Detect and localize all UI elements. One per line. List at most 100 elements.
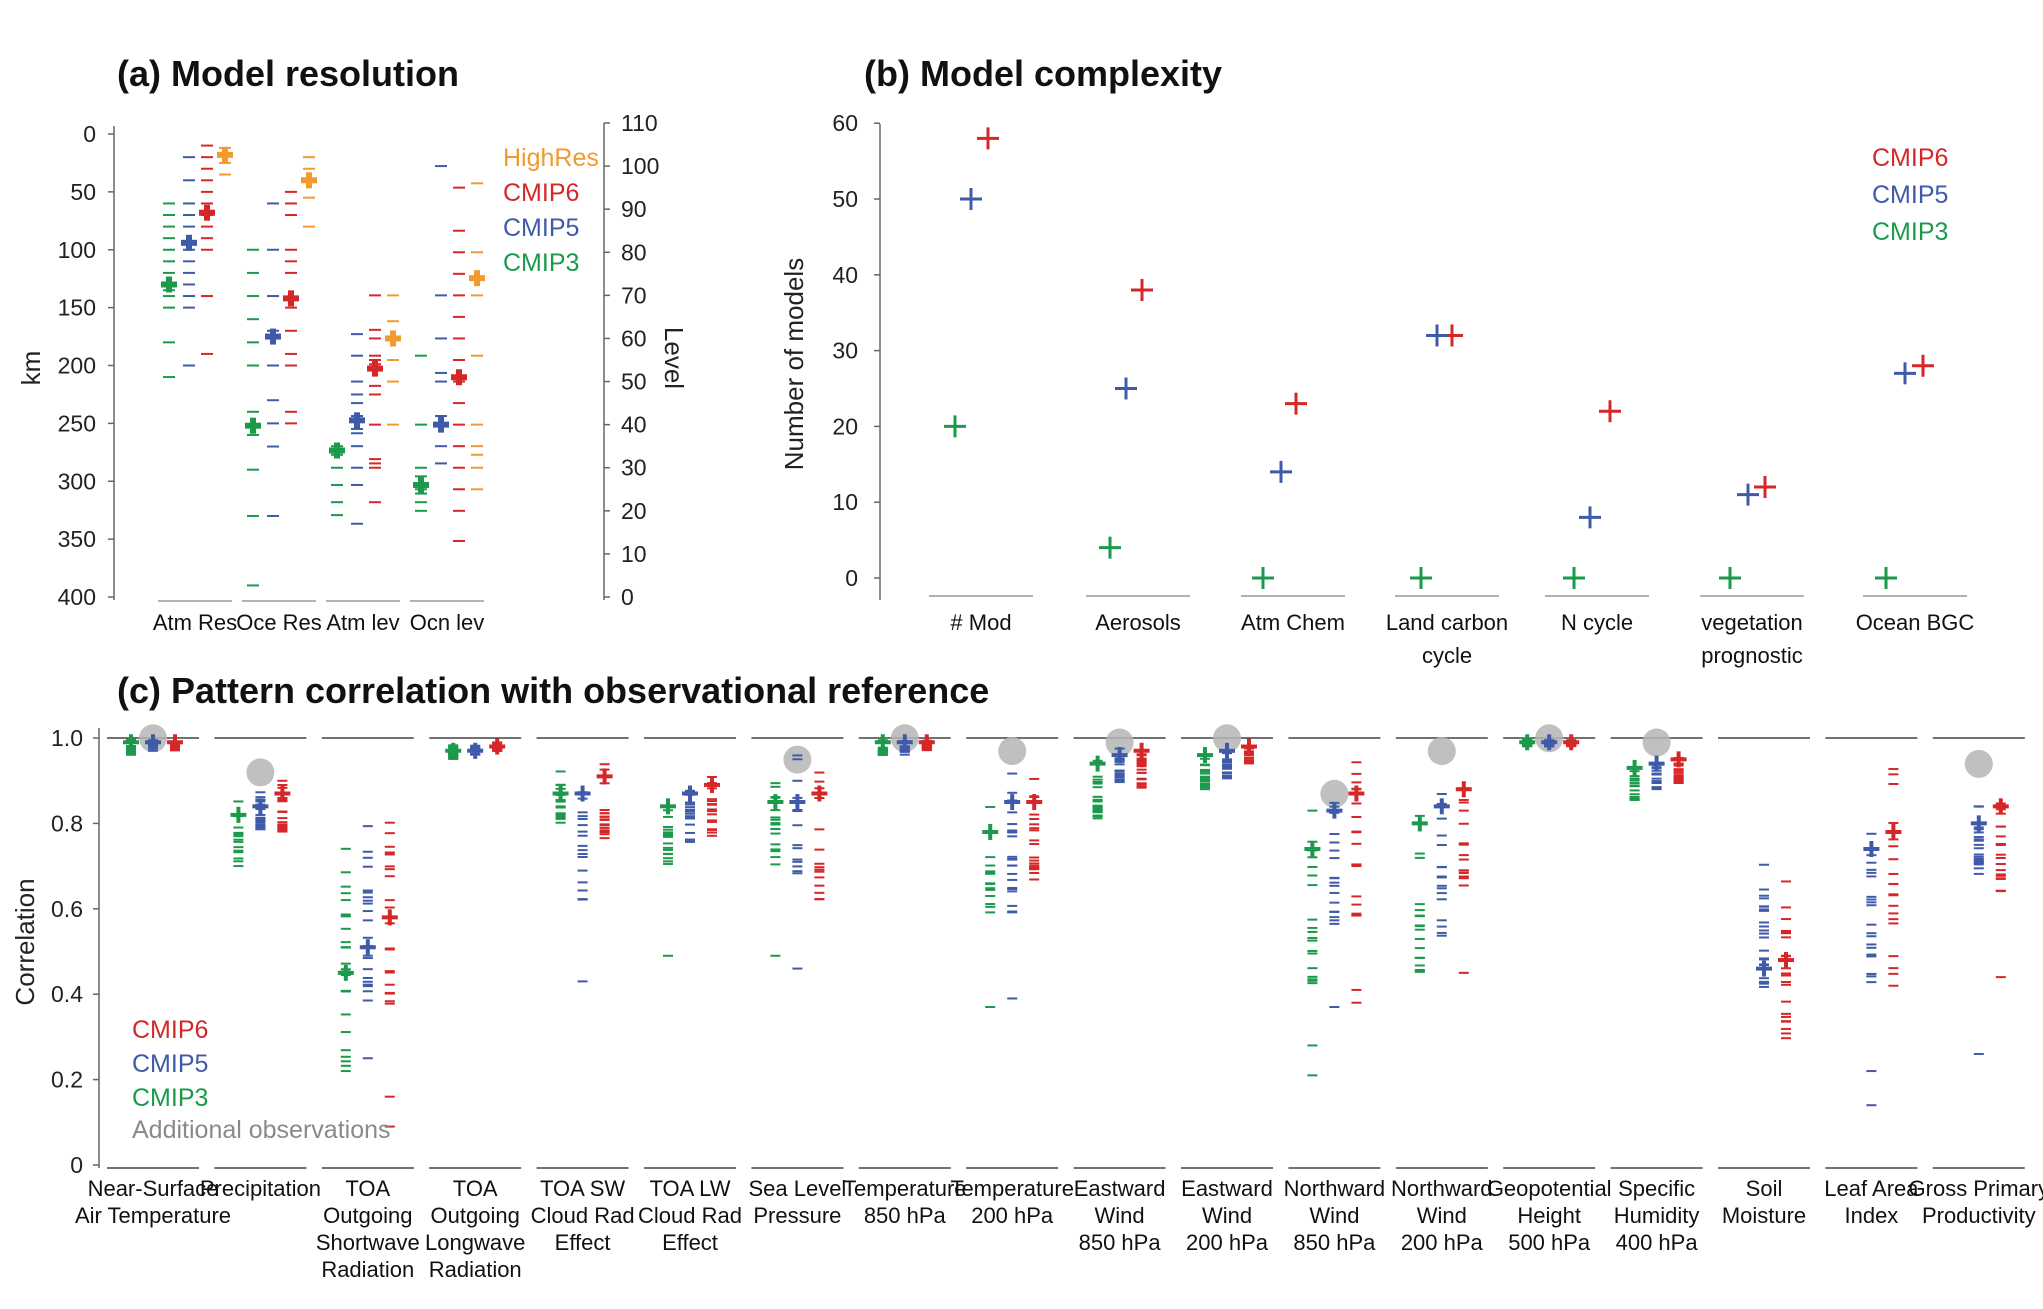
panel-b-marker [1894,362,1916,385]
panel-c-tick-label: 0.6 [51,896,83,922]
panel-c-category-label: Index [1844,1203,1898,1228]
panel-c-mean-marker [1563,734,1580,751]
panel-a-left-tick-label: 150 [58,295,96,321]
panel-a-right-tick-label: 90 [621,196,647,222]
panel-b-legend-entry: CMIP3 [1872,218,1948,246]
panel-c-mean-marker [767,794,784,811]
panel-b-category-label: prognostic [1701,643,1803,668]
panel-a-right-tick-label: 30 [621,455,647,481]
panel-c-tick-label: 1.0 [51,725,83,751]
panel-c-category-label: Height [1517,1203,1581,1228]
panel-a-left-tick-label: 0 [83,121,96,147]
panel-c-title: (c) Pattern correlation with observation… [117,670,989,711]
panel-c-category-label: 200 hPa [1401,1230,1484,1255]
panel-c-mean-marker [874,734,891,751]
panel-c-category-label: Air Temperature [75,1203,231,1228]
panel-c-category-label: 850 hPa [1079,1230,1162,1255]
panel-c-category-label: Temperature [950,1176,1074,1201]
panel-c-mean-marker [596,768,613,785]
panel-b-tick-label: 20 [832,413,858,439]
panel-c-mean-marker [123,734,139,751]
panel-c-category-label: Wind [1309,1203,1359,1228]
panel-c-mean-marker [552,785,569,802]
panel-c-mean-marker [1411,815,1428,832]
panel-a-right-tick-label: 110 [621,110,658,136]
panel-c-category-label: Wind [1417,1203,1467,1228]
panel-c-mean-marker [1519,734,1536,751]
panel-c-additional-observation [1320,779,1349,808]
panel-c-additional-observation [1213,724,1241,753]
panel-a-left-tick-label: 300 [58,468,96,494]
panel-a-mean-marker [451,369,467,386]
panel-b-marker [1252,567,1274,589]
panel-b-tick-label: 40 [832,262,858,288]
panel-c-mean-marker [1133,742,1150,759]
panel-a-right-tick-label: 70 [621,282,647,308]
panel-c-mean-marker [145,734,161,751]
panel-b-marker [1115,377,1137,400]
panel-c-category-label: Northward [1391,1176,1492,1201]
panel-c-mean-marker [230,806,247,823]
panel-c-mean-marker [445,742,462,759]
panel-a-right-tick-label: 10 [621,541,647,567]
panel-c-category-label: TOA [345,1176,390,1201]
panel-a-right-tick-label: 100 [621,153,659,179]
panel-c-mean-marker [274,785,291,802]
panel-b-marker [1563,567,1585,589]
panel-c-category-label: Sea Level [748,1176,846,1201]
panel-c-mean-marker [896,734,913,751]
panel-a-mean-marker [385,330,401,347]
panel-c-mean-marker [660,798,676,815]
panel-c-mean-marker [704,776,720,793]
panel-c-mean-marker [1970,815,1987,832]
panel-a-category-label: Oce Res [236,610,322,635]
panel-c-mean-marker [1863,841,1880,858]
panel-b-marker [1579,506,1601,529]
panel-c-category-label: 850 hPa [1293,1230,1376,1255]
panel-a-mean-marker [199,204,215,221]
panel-c-additional-observation [1105,728,1134,757]
panel-a-mean-marker [367,360,383,377]
panel-c-category-label: 200 hPa [971,1203,1054,1228]
panel-c-additional-observation [1642,728,1671,757]
panel-c-mean-marker [1455,781,1472,798]
panel-b-legend-entry: CMIP5 [1872,181,1948,209]
panel-c-mean-marker [1089,755,1106,772]
panel-b-legend-entry: CMIP6 [1872,144,1948,172]
panel-c-tick-label: 0.4 [51,981,83,1007]
panel-a-mean-marker [217,146,233,163]
panel-a-mean-marker [301,172,317,189]
panel-c-category-label: Eastward [1181,1176,1273,1201]
panel-c-mean-marker [918,734,935,751]
panel-b-tick-label: 60 [832,110,858,136]
panel-b-marker [1285,392,1307,415]
panel-b-axis-label: Number of models [779,258,809,470]
panel-b-category-label: cycle [1422,643,1472,668]
panel-b-marker [1912,354,1934,377]
panel-a-left-axis-label: km [16,351,46,386]
panel-a-mean-marker [433,416,449,433]
panel-b-title: (b) Model complexity [864,53,1222,94]
panel-b-tick-label: 10 [832,489,858,515]
panel-b-marker [1599,400,1621,423]
panel-c-category-label: Effect [555,1230,611,1255]
panel-c-mean-marker [1885,823,1902,840]
panel-a-mean-marker [413,476,429,493]
panel-b-category-label: Land carbon [1386,610,1508,635]
panel-a-category-label: Ocn lev [410,610,485,635]
panel-c-category-label: 200 hPa [1186,1230,1269,1255]
panel-a-legend-entry: HighRes [503,144,599,172]
panel-c-category-label: Northward [1284,1176,1385,1201]
panel-c-category-label: Radiation [429,1257,522,1282]
panel-c-additional-observation [1427,737,1456,766]
panel-a-left-tick-label: 200 [58,353,96,379]
panel-c-category-label: Gross Primary [1909,1176,2043,1201]
panel-c-category-label: Precipitation [200,1176,321,1201]
panel-c-category-label: Wind [1202,1203,1252,1228]
panel-b-marker [1719,567,1741,589]
panel-b-category-label: N cycle [1561,610,1633,635]
panel-c-mean-marker [1326,802,1343,819]
panel-c-mean-marker [1241,738,1257,755]
panel-c-additional-observation [246,758,275,787]
